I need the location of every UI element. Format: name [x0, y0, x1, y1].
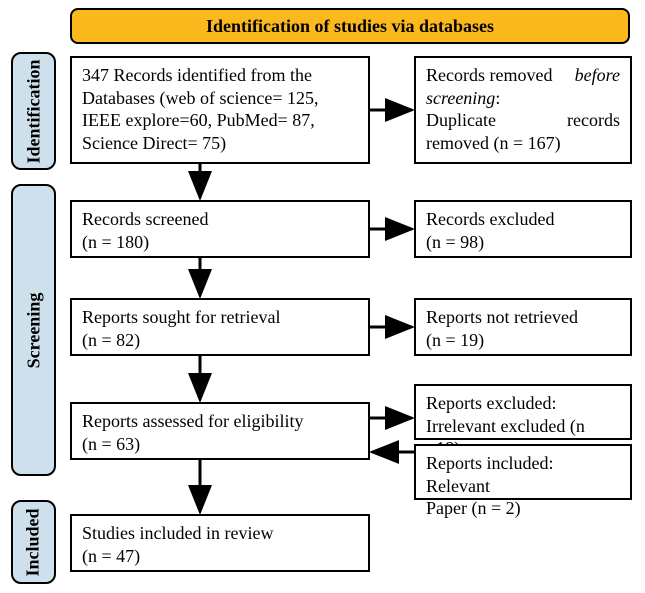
- text: Records screened: [82, 208, 358, 231]
- stage-included-label: Included: [23, 508, 44, 576]
- node-records-excluded: Records excluded (n = 98): [414, 200, 632, 258]
- text: removed (n = 167): [426, 132, 620, 155]
- text: (n = 82): [82, 329, 358, 352]
- text: Reports not retrieved: [426, 306, 620, 329]
- text: (n = 98): [426, 231, 620, 254]
- text: Databases (web of science= 125,: [82, 87, 358, 110]
- text: (n = 63): [82, 433, 358, 456]
- stage-included: Included: [11, 500, 56, 584]
- node-records-removed: Records removed before screening: Duplic…: [414, 56, 632, 164]
- text: Records removed before: [426, 64, 620, 87]
- text: (n = 19): [426, 329, 620, 352]
- node-studies-included: Studies included in review (n = 47): [70, 514, 370, 572]
- stage-identification-label: Identification: [23, 59, 44, 163]
- text: Reports excluded:: [426, 392, 620, 415]
- node-reports-included-relevant: Reports included: Relevant Paper (n = 2): [414, 444, 632, 500]
- text: (n = 180): [82, 231, 358, 254]
- text: IEEE explore=60, PubMed= 87,: [82, 109, 358, 132]
- text: Reports assessed for eligibility: [82, 410, 358, 433]
- text: (n = 47): [82, 545, 358, 568]
- stage-identification: Identification: [11, 52, 56, 170]
- node-reports-assessed: Reports assessed for eligibility (n = 63…: [70, 402, 370, 460]
- node-reports-not-retrieved: Reports not retrieved (n = 19): [414, 298, 632, 356]
- header-text: Identification of studies via databases: [206, 16, 494, 36]
- text: Records excluded: [426, 208, 620, 231]
- stage-screening-label: Screening: [23, 292, 44, 368]
- text: 347 Records identified from the: [82, 64, 358, 87]
- node-records-identified: 347 Records identified from the Database…: [70, 56, 370, 164]
- text: Reports sought for retrieval: [82, 306, 358, 329]
- text: Studies included in review: [82, 522, 358, 545]
- stage-screening: Screening: [11, 184, 56, 476]
- text: Paper (n = 2): [426, 497, 620, 520]
- node-reports-sought: Reports sought for retrieval (n = 82): [70, 298, 370, 356]
- node-records-screened: Records screened (n = 180): [70, 200, 370, 258]
- text: Reports included: Relevant: [426, 452, 620, 497]
- node-reports-excluded: Reports excluded: Irrelevant excluded (n…: [414, 384, 632, 440]
- prisma-flowchart: Identification of studies via databases …: [0, 0, 645, 593]
- text: Duplicate records: [426, 109, 620, 132]
- text: Science Direct= 75): [82, 132, 358, 155]
- header-banner: Identification of studies via databases: [70, 8, 630, 44]
- text: screening:: [426, 87, 620, 110]
